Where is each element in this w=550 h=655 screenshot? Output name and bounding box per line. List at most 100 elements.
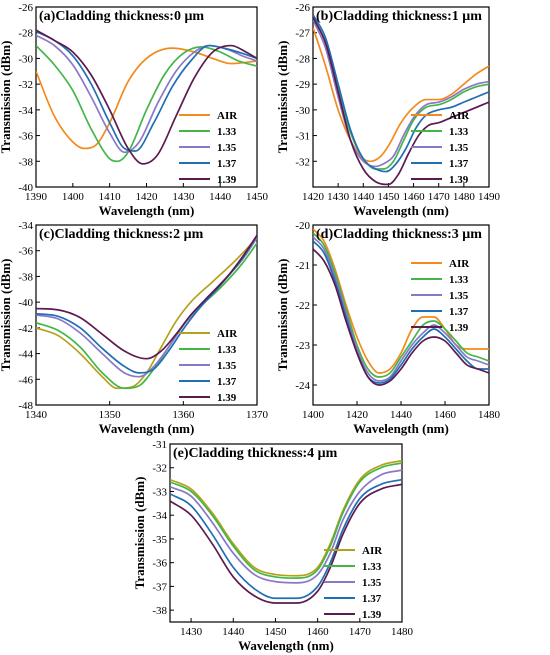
y-tick-label-d-1: -23 [295, 340, 310, 352]
y-tick-label-c-6: -36 [18, 246, 33, 258]
series-line-a-0 [36, 47, 257, 150]
x-tick-label-b-6: 1480 [453, 191, 476, 203]
panel-title-a: (a)Cladding thickness:0 μm [39, 9, 204, 24]
legend-label-d-1: 1.33 [449, 274, 469, 286]
y-tick-label-d-2: -22 [295, 300, 310, 312]
x-tick-label-c-2: 1360 [172, 409, 195, 421]
legend-label-b-4: 1.39 [449, 174, 469, 186]
y-tick-label-c-3: -42 [18, 323, 33, 335]
panel-d: 1400 1420 1440 1460 1480 -24 -23 -22 -21 -20 Wavel… [275, 220, 501, 436]
series-line-e-0 [170, 459, 402, 577]
legend-label-d-0: AIR [449, 258, 470, 270]
y-tick-label-c-5: -38 [18, 271, 33, 283]
legend-label-a-4: 1.39 [217, 174, 237, 186]
x-tick-label-a-2: 1410 [99, 191, 122, 203]
y-tick-label-b-6: -26 [295, 2, 310, 14]
series-line-e-1 [170, 462, 402, 579]
series-line-e-4 [170, 483, 402, 604]
legend-label-c-2: 1.35 [217, 360, 237, 372]
panel-a: 1390 1400 1410 1420 1430 1440 1450 -40 -38 -36 -34… [0, 2, 269, 218]
x-tick-label-b-0: 1420 [302, 191, 325, 203]
y-tick-label-c-0: -48 [18, 400, 33, 412]
x-tick-label-c-1: 1350 [99, 409, 122, 421]
x-tick-label-b-5: 1470 [428, 191, 451, 203]
legend-label-a-2: 1.35 [217, 142, 237, 154]
series-line-d-0 [313, 228, 489, 374]
x-tick-label-a-5: 1440 [209, 191, 232, 203]
y-tick-label-a-3: -34 [18, 105, 33, 117]
y-tick-label-d-4: -20 [295, 220, 310, 232]
y-tick-label-a-0: -40 [18, 182, 33, 194]
x-tick-label-b-2: 1440 [352, 191, 375, 203]
y-tick-label-c-4: -40 [18, 297, 33, 309]
x-tick-label-e-2: 1450 [264, 626, 287, 638]
legend-label-e-1: 1.33 [362, 561, 382, 573]
x-tick-label-b-1: 1430 [327, 191, 350, 203]
x-tick-label-b-3: 1450 [377, 191, 400, 203]
legend-label-e-3: 1.37 [362, 593, 382, 605]
plot-frame-b [312, 6, 490, 188]
legend-label-e-2: 1.35 [362, 577, 382, 589]
legend-label-b-0: AIR [449, 110, 470, 122]
x-tick-label-e-0: 1430 [180, 626, 203, 638]
series-line-a-1 [36, 44, 257, 163]
x-tick-label-b-7: 1490 [478, 191, 501, 203]
y-tick-label-c-2: -44 [18, 349, 33, 361]
series-line-e-3 [170, 478, 402, 600]
y-tick-label-b-5: -27 [295, 28, 310, 40]
y-tick-label-e-7: -31 [152, 439, 167, 451]
legend-label-d-4: 1.39 [449, 322, 469, 334]
x-tick-label-c-3: 1370 [246, 409, 269, 421]
y-axis-label-c: Transmission (dBm) [0, 259, 13, 372]
y-tick-label-b-1: -31 [295, 131, 310, 143]
series-line-d-1 [313, 232, 489, 378]
x-tick-label-e-3: 1460 [307, 626, 330, 638]
legend-label-d-2: 1.35 [449, 290, 469, 302]
x-axis-label-b: Wavelength (nm) [353, 203, 449, 218]
y-axis-label-b: Transmission (dBm) [275, 41, 290, 154]
x-tick-label-e-4: 1470 [349, 626, 372, 638]
x-axis-label-e: Wavelength (nm) [238, 638, 334, 653]
panel-c: 1340 1350 1360 1370 -48 -46 -44 -42 -40 -38 -36 -34… [0, 220, 269, 436]
legend-label-b-1: 1.33 [449, 126, 469, 138]
y-tick-label-a-7: -26 [18, 2, 33, 14]
x-tick-label-d-1: 1420 [346, 409, 369, 421]
x-tick-label-d-3: 1460 [434, 409, 457, 421]
x-axis-label-a: Wavelength (nm) [99, 203, 195, 218]
plot-frame-e [169, 443, 403, 623]
x-tick-label-e-5: 1480 [391, 626, 414, 638]
y-axis-label-a: Transmission (dBm) [0, 41, 13, 154]
legend-label-a-0: AIR [217, 110, 238, 122]
series-line-b-4 [313, 16, 489, 186]
legend-label-c-0: AIR [217, 328, 238, 340]
x-axis-label-c: Wavelength (nm) [99, 421, 195, 436]
y-tick-label-c-7: -34 [18, 220, 33, 232]
y-tick-label-a-5: -30 [18, 53, 33, 65]
y-axis-label-d: Transmission (dBm) [275, 259, 290, 372]
x-tick-label-d-4: 1480 [478, 409, 501, 421]
panel-e: 1430 1440 1450 1460 1470 1480 -38 -37 -36 -35 -34 -… [132, 439, 414, 653]
y-tick-label-e-2: -36 [152, 558, 167, 570]
series-line-b-1 [313, 16, 489, 170]
y-tick-label-e-3: -35 [152, 534, 167, 546]
y-tick-label-b-4: -28 [295, 53, 310, 65]
series-line-d-2 [313, 236, 489, 382]
y-tick-label-d-3: -21 [295, 260, 310, 272]
legend-label-b-3: 1.37 [449, 158, 469, 170]
y-tick-label-e-4: -34 [152, 510, 167, 522]
y-tick-label-a-1: -38 [18, 156, 33, 168]
y-tick-label-b-0: -32 [295, 156, 310, 168]
x-tick-label-a-3: 1420 [136, 191, 159, 203]
y-tick-label-e-6: -32 [152, 463, 167, 475]
panel-title-c: (c)Cladding thickness:2 μm [39, 227, 204, 242]
x-tick-label-b-4: 1460 [403, 191, 426, 203]
series-line-d-3 [313, 240, 489, 384]
y-axis-label-e: Transmission (dBm) [132, 477, 147, 590]
legend-label-e-4: 1.39 [362, 609, 382, 621]
legend-label-d-3: 1.37 [449, 306, 469, 318]
series-line-a-3 [36, 30, 257, 152]
series-line-e-2 [170, 469, 402, 584]
x-tick-label-d-0: 1400 [302, 409, 325, 421]
y-tick-label-d-0: -24 [295, 380, 310, 392]
y-tick-label-b-2: -30 [295, 105, 310, 117]
